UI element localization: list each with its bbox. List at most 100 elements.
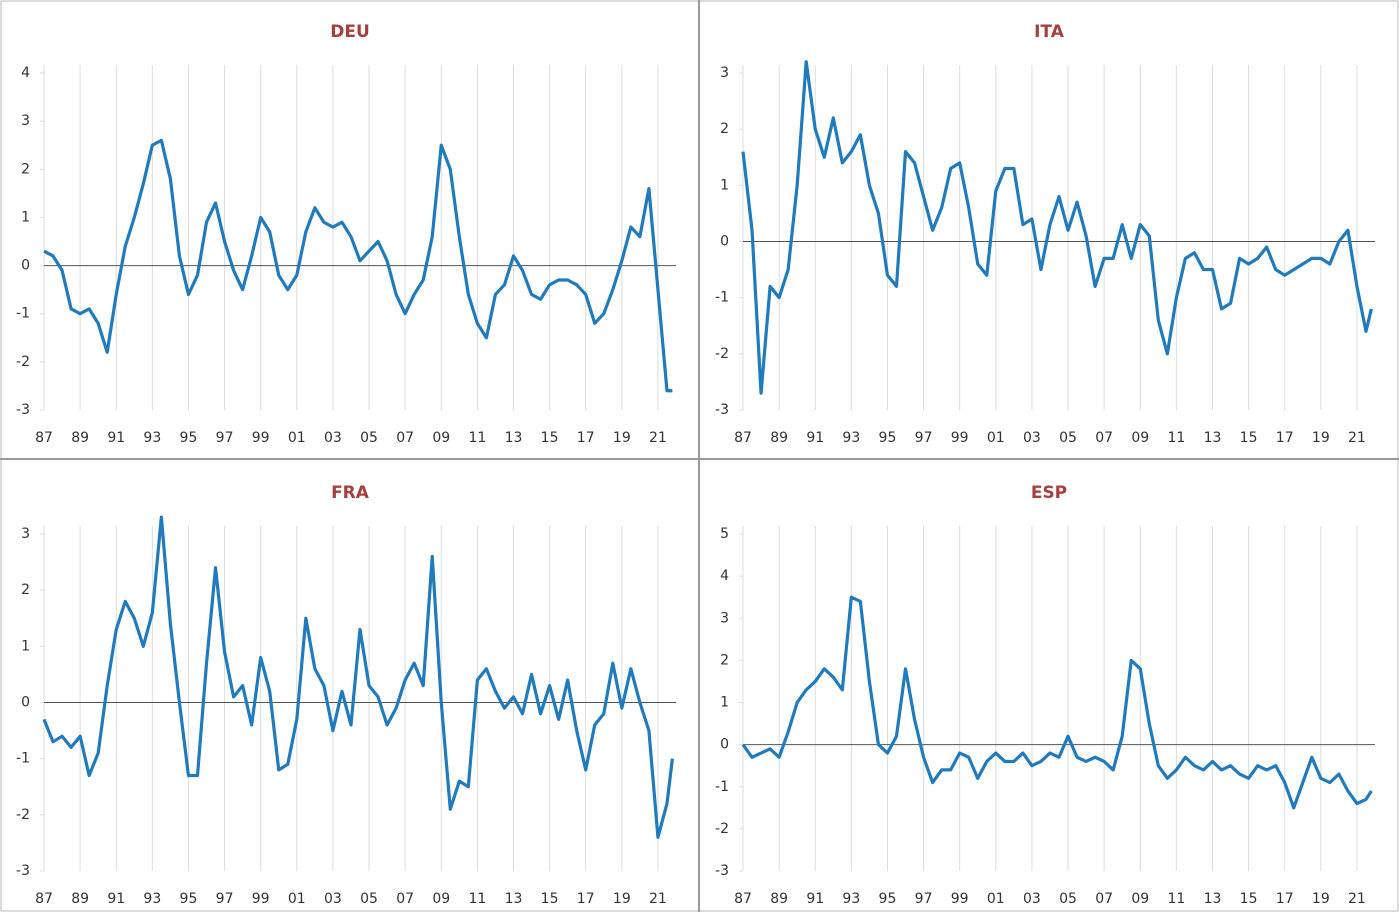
x-tick-label: 87 xyxy=(35,891,53,907)
x-tick-label: 93 xyxy=(842,891,860,907)
y-tick-label: -3 xyxy=(16,863,30,879)
x-tick-label: 07 xyxy=(396,891,414,907)
x-tick-label: 11 xyxy=(468,430,486,446)
x-tick-label: 21 xyxy=(1348,430,1366,446)
y-tick-label: 2 xyxy=(21,582,30,598)
x-tick-label: 09 xyxy=(432,430,450,446)
x-tick-label: 05 xyxy=(1059,430,1077,446)
chart-title: FRA xyxy=(331,483,370,503)
y-tick-label: 4 xyxy=(720,568,729,584)
x-tick-label: 15 xyxy=(1240,891,1258,907)
x-tick-label: 93 xyxy=(143,430,161,446)
x-tick-label: 15 xyxy=(541,891,559,907)
x-tick-label: 07 xyxy=(1095,430,1113,446)
x-tick-label: 07 xyxy=(396,430,414,446)
x-tick-label: 03 xyxy=(324,891,342,907)
x-tick-label: 01 xyxy=(288,891,306,907)
x-tick-label: 17 xyxy=(1276,430,1294,446)
data-line xyxy=(741,60,1373,395)
x-tick-label: 15 xyxy=(1240,430,1258,446)
x-tick-label: 99 xyxy=(252,430,270,446)
y-tick-label: 1 xyxy=(720,695,729,711)
x-tick-label: 97 xyxy=(216,430,234,446)
y-tick-label: -2 xyxy=(715,821,729,837)
x-tick-label: 13 xyxy=(1204,430,1222,446)
x-tick-label: 13 xyxy=(505,430,523,446)
y-tick-label: -1 xyxy=(715,779,729,795)
x-tick-label: 19 xyxy=(613,891,631,907)
x-tick-label: 09 xyxy=(1131,891,1149,907)
x-tick-label: 11 xyxy=(1167,891,1185,907)
x-tick-label: 03 xyxy=(1023,430,1041,446)
x-tick-label: 05 xyxy=(1059,891,1077,907)
x-tick-label: 91 xyxy=(107,430,125,446)
x-tick-label: 13 xyxy=(1204,891,1222,907)
x-tick-label: 99 xyxy=(951,891,969,907)
x-tick-label: 99 xyxy=(951,430,969,446)
x-tick-label: 05 xyxy=(360,891,378,907)
chart-title: ITA xyxy=(1034,22,1065,42)
x-tick-label: 21 xyxy=(649,430,667,446)
x-tick-label: 95 xyxy=(879,430,897,446)
x-tick-label: 97 xyxy=(915,891,933,907)
x-tick-label: 91 xyxy=(806,430,824,446)
y-tick-label: 3 xyxy=(720,65,729,81)
y-tick-label: 3 xyxy=(21,113,30,129)
x-tick-label: 17 xyxy=(577,430,595,446)
x-tick-label: 21 xyxy=(649,891,667,907)
x-tick-label: 13 xyxy=(505,891,523,907)
x-tick-label: 19 xyxy=(613,430,631,446)
x-tick-label: 87 xyxy=(734,891,752,907)
y-tick-label: 0 xyxy=(21,258,30,274)
x-tick-label: 11 xyxy=(1167,430,1185,446)
x-tick-label: 97 xyxy=(216,891,234,907)
x-tick-label: 91 xyxy=(806,891,824,907)
x-tick-label: 03 xyxy=(324,430,342,446)
data-line xyxy=(43,138,673,393)
y-tick-label: -3 xyxy=(715,863,729,879)
y-tick-label: 2 xyxy=(21,161,30,177)
x-tick-label: 89 xyxy=(71,430,89,446)
y-tick-label: -3 xyxy=(16,402,30,418)
y-tick-label: 1 xyxy=(720,177,729,193)
x-tick-label: 05 xyxy=(360,430,378,446)
y-tick-label: -2 xyxy=(16,354,30,370)
x-tick-label: 87 xyxy=(734,430,752,446)
y-tick-label: 5 xyxy=(720,526,729,542)
x-tick-label: 07 xyxy=(1095,891,1113,907)
x-tick-label: 99 xyxy=(252,891,270,907)
x-tick-label: 87 xyxy=(35,430,53,446)
y-tick-label: 2 xyxy=(720,121,729,137)
x-tick-label: 95 xyxy=(180,891,198,907)
x-tick-label: 19 xyxy=(1312,430,1330,446)
chart-title: ESP xyxy=(1031,483,1067,503)
x-tick-label: 01 xyxy=(987,430,1005,446)
x-tick-label: 95 xyxy=(879,891,897,907)
x-tick-label: 91 xyxy=(107,891,125,907)
x-tick-label: 93 xyxy=(842,430,860,446)
data-line xyxy=(42,515,674,839)
y-tick-label: 0 xyxy=(21,695,30,711)
x-tick-label: 93 xyxy=(143,891,161,907)
y-tick-label: -1 xyxy=(715,290,729,306)
y-tick-label: -2 xyxy=(16,807,30,823)
x-tick-label: 09 xyxy=(432,891,450,907)
y-tick-label: -2 xyxy=(715,346,729,362)
x-tick-label: 01 xyxy=(288,430,306,446)
x-tick-label: 09 xyxy=(1131,430,1149,446)
y-tick-label: 2 xyxy=(720,652,729,668)
x-tick-label: 15 xyxy=(541,430,559,446)
y-tick-label: -1 xyxy=(16,306,30,322)
x-tick-label: 89 xyxy=(770,891,788,907)
y-tick-label: 0 xyxy=(720,737,729,753)
y-tick-label: 1 xyxy=(21,638,30,654)
x-tick-label: 11 xyxy=(468,891,486,907)
data-line xyxy=(741,595,1373,810)
x-tick-label: 89 xyxy=(770,430,788,446)
y-tick-label: 4 xyxy=(21,65,30,81)
x-tick-label: 97 xyxy=(915,430,933,446)
x-tick-label: 95 xyxy=(180,430,198,446)
x-tick-label: 17 xyxy=(1276,891,1294,907)
y-tick-label: -1 xyxy=(16,751,30,767)
